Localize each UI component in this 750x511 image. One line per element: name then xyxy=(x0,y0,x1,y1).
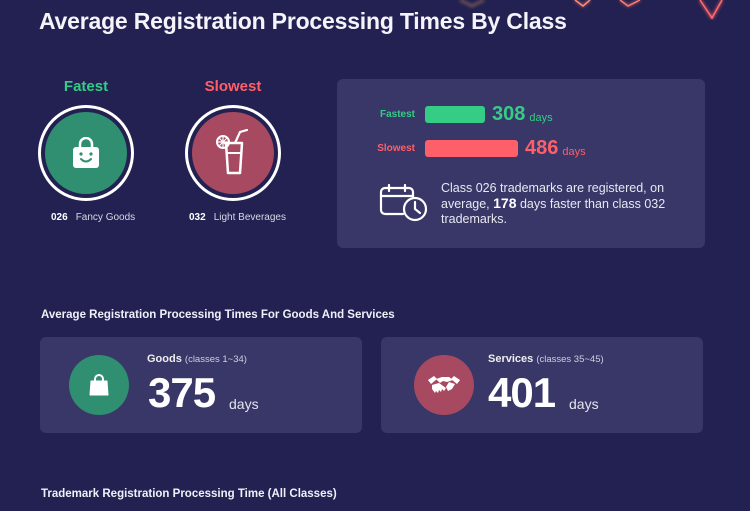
fastest-class-caption: 026 Fancy Goods xyxy=(51,212,135,223)
services-heading: Services (classes 35~45) xyxy=(488,353,604,365)
slowest-class-caption: 032 Light Beverages xyxy=(189,212,286,223)
calendar-clock-icon xyxy=(379,184,428,222)
note-text-1: Class 026 trademarks are registered, on … xyxy=(441,181,665,211)
fastest-class-card: Fatest xyxy=(38,78,134,201)
goods-label: Goods xyxy=(147,353,182,365)
all-classes-section-title: Trademark Registration Processing Time (… xyxy=(41,488,337,500)
slowest-unit: days xyxy=(562,145,586,158)
goods-icon-circle xyxy=(69,355,129,415)
slowest-icon-ring xyxy=(185,105,281,201)
note-difference-value: 178 xyxy=(493,195,517,211)
services-unit: days xyxy=(569,396,599,412)
services-range: (classes 35~45) xyxy=(536,354,604,365)
fastest-class-code: 026 xyxy=(51,212,68,223)
slowest-bar-row: Slowest 486 days xyxy=(335,137,586,160)
goods-range: (classes 1~34) xyxy=(184,354,247,365)
goods-services-section-title: Average Registration Processing Times Fo… xyxy=(41,309,395,321)
slowest-bar-label: Slowest xyxy=(377,143,415,154)
fastest-icon-ring xyxy=(38,105,134,201)
services-label: Services xyxy=(488,353,534,365)
fastest-bar-row: Fastest 308 days xyxy=(335,103,553,126)
slowest-class-card: Slowest xyxy=(185,78,281,201)
fastest-bar-label: Fastest xyxy=(379,109,415,120)
handshake-icon xyxy=(428,376,460,393)
comparison-note: Class 026 trademarks are registered, on … xyxy=(441,181,681,227)
fastest-label: Fatest xyxy=(63,78,109,95)
slowest-class-name: Light Beverages xyxy=(213,212,286,223)
services-value: 401 xyxy=(488,369,556,416)
shopping-bag-icon xyxy=(89,374,109,396)
goods-heading: Goods (classes 1~34) xyxy=(147,353,247,365)
slowest-class-code: 032 xyxy=(189,212,206,223)
slowest-value: 486 xyxy=(525,137,559,159)
decorative-neon-shapes xyxy=(459,0,723,20)
fastest-value: 308 xyxy=(492,103,526,125)
goods-value: 375 xyxy=(148,369,216,416)
smiling-shopping-bag-icon xyxy=(73,137,99,168)
comparison-panel xyxy=(337,79,705,248)
drink-glass-icon xyxy=(216,129,249,175)
page-title: Average Registration Processing Times By… xyxy=(39,8,567,34)
fastest-class-name: Fancy Goods xyxy=(75,212,136,223)
services-icon-circle xyxy=(414,355,474,415)
fastest-bar xyxy=(425,106,485,123)
note-text-2: days faster than class 032 trademarks. xyxy=(441,197,666,226)
slowest-label: Slowest xyxy=(204,78,262,95)
slowest-bar xyxy=(425,140,518,157)
goods-unit: days xyxy=(229,396,259,412)
fastest-unit: days xyxy=(529,111,553,124)
